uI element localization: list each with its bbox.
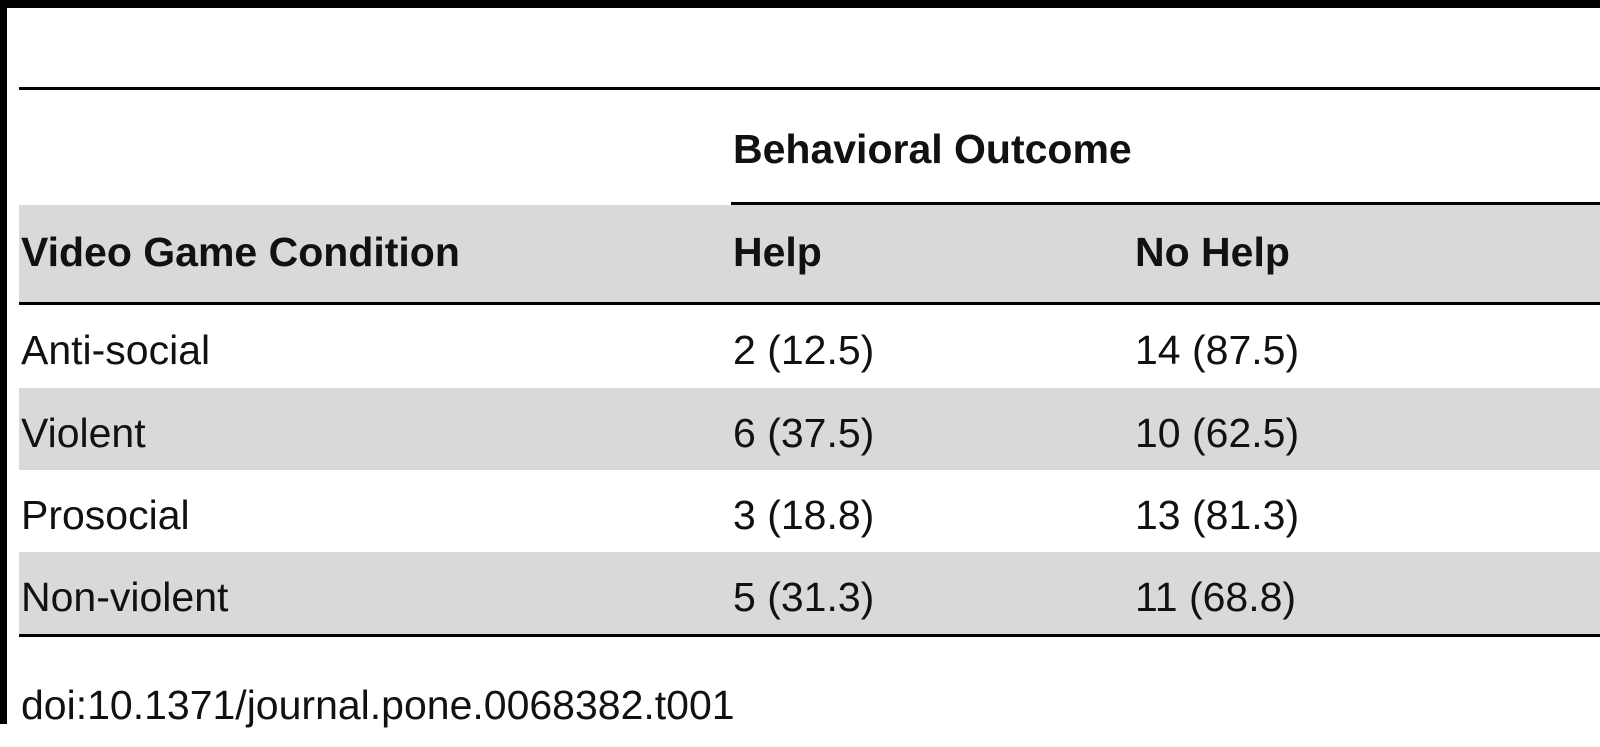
header-bottom-rule xyxy=(19,302,1600,305)
no-help-cell: 10 (62.5) xyxy=(1135,410,1300,456)
column-header-no-help: No Help xyxy=(1135,229,1290,275)
table-row: Violent 6 (37.5) 10 (62.5) xyxy=(19,388,1600,470)
table-row: Anti-social 2 (12.5) 14 (87.5) xyxy=(19,305,1600,388)
left-border xyxy=(0,0,7,724)
column-header-condition: Video Game Condition xyxy=(21,229,460,275)
no-help-cell: 14 (87.5) xyxy=(1135,327,1300,373)
help-cell: 2 (12.5) xyxy=(733,327,875,373)
no-help-cell: 13 (81.3) xyxy=(1135,492,1300,538)
condition-cell: Non-violent xyxy=(21,574,229,620)
help-cell: 6 (37.5) xyxy=(733,410,875,456)
help-cell: 3 (18.8) xyxy=(733,492,875,538)
column-header-row: Video Game Condition Help No Help xyxy=(19,205,1600,302)
condition-cell: Prosocial xyxy=(21,492,190,538)
table-top-rule xyxy=(19,87,1600,90)
group-header-row: Behavioral Outcome xyxy=(19,90,1600,202)
doi-link[interactable]: doi:10.1371/journal.pone.0068382.t001 xyxy=(21,682,735,728)
data-table: Behavioral Outcome Video Game Condition … xyxy=(19,87,1600,637)
group-header-behavioral-outcome: Behavioral Outcome xyxy=(733,126,1132,172)
table-row: Prosocial 3 (18.8) 13 (81.3) xyxy=(19,470,1600,552)
table-bottom-rule xyxy=(19,634,1600,637)
help-cell: 5 (31.3) xyxy=(733,574,875,620)
group-header-rule xyxy=(731,202,1600,205)
top-border xyxy=(0,0,1600,8)
no-help-cell: 11 (68.8) xyxy=(1135,574,1297,620)
column-header-help: Help xyxy=(733,229,822,275)
table-row: Non-violent 5 (31.3) 11 (68.8) xyxy=(19,552,1600,634)
condition-cell: Violent xyxy=(21,410,146,456)
condition-cell: Anti-social xyxy=(21,327,211,373)
